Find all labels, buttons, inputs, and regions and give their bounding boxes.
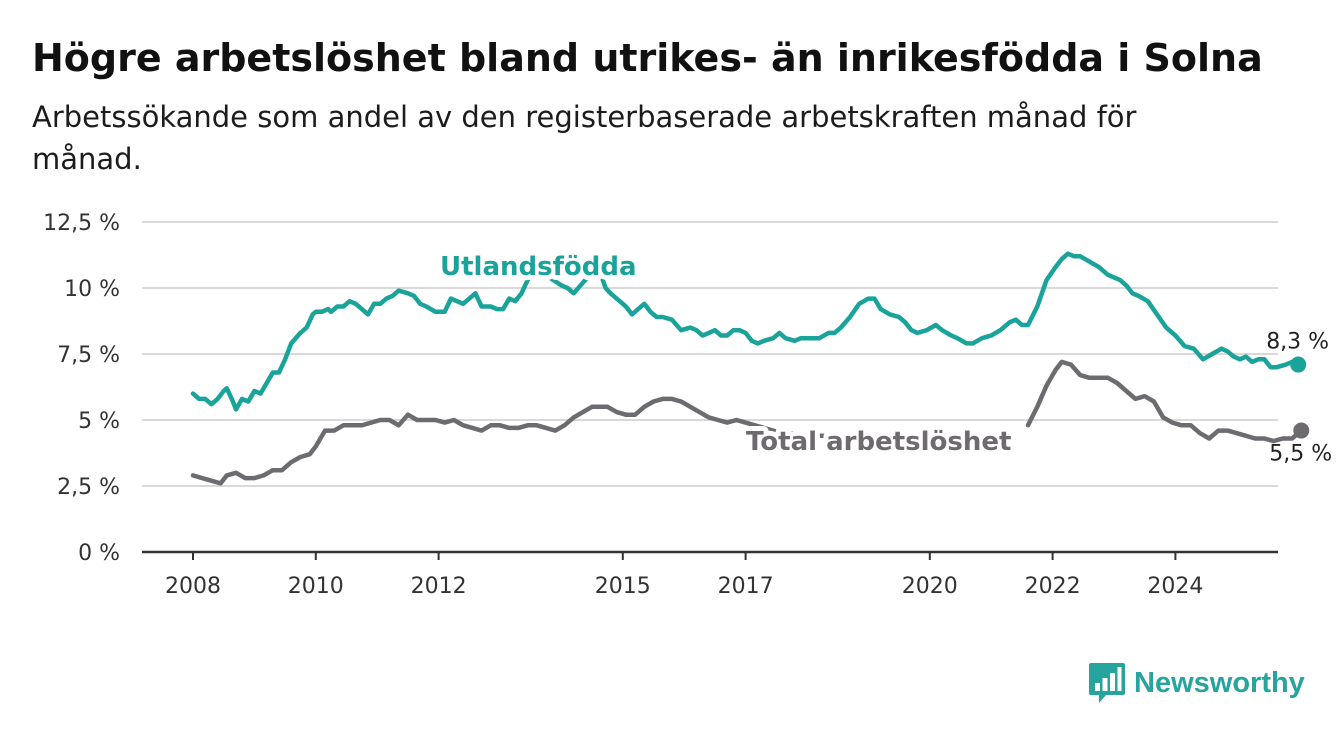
brand-name: Newsworthy — [1134, 666, 1305, 699]
x-axis-ticks: 2008 2010 2012 2015 2017 2020 2022 2024 — [165, 552, 1203, 599]
x-tick-label: 2012 — [411, 574, 467, 599]
series-lines — [190, 251, 1310, 486]
series-end-point-total — [1293, 422, 1310, 439]
x-tick-label: 2020 — [902, 574, 958, 599]
chart-title: Högre arbetslöshet bland utrikes- än inr… — [32, 36, 1263, 80]
y-tick-label: 5 % — [78, 409, 120, 434]
y-tick-label: 0 % — [78, 541, 120, 566]
x-tick-label: 2017 — [718, 574, 774, 599]
series-label-utlandsfodda: Utlandsfödda — [440, 252, 637, 282]
x-tick-label: 2022 — [1025, 574, 1081, 599]
x-tick-label: 2024 — [1147, 574, 1203, 599]
chart-subtitle: Arbetssökande som andel av den registerb… — [32, 100, 1137, 176]
y-tick-label: 7,5 % — [57, 343, 120, 368]
y-tick-label: 12,5 % — [43, 211, 120, 236]
series-line-total — [190, 396, 893, 486]
bar-chart-icon — [1089, 663, 1125, 703]
series-line-total — [1025, 359, 1304, 444]
gridlines — [142, 221, 1278, 554]
series-label-utlandsfodda-halo: Utlandsfödda — [440, 252, 637, 282]
x-tick-label: 2008 — [165, 574, 221, 599]
y-axis-ticks: 0 % 2,5 % 5 % 7,5 % 10 % 12,5 % — [43, 211, 120, 566]
y-tick-label: 2,5 % — [57, 475, 120, 500]
series-end-point-utlandsfodda — [1290, 356, 1307, 373]
end-value-total: 5,5 % — [1269, 442, 1332, 467]
series-label-total-halo: Total arbetslöshet — [746, 427, 1011, 457]
series-label-total: Total arbetslöshet — [746, 427, 1011, 457]
end-value-utlandsfodda: 8,3 % — [1266, 330, 1329, 355]
series-line-utlandsfodda — [190, 251, 1301, 412]
y-tick-label: 10 % — [64, 277, 120, 302]
x-tick-label: 2010 — [288, 574, 344, 599]
x-tick-label: 2015 — [595, 574, 651, 599]
newsworthy-logo[interactable]: Newsworthy — [1088, 660, 1318, 706]
